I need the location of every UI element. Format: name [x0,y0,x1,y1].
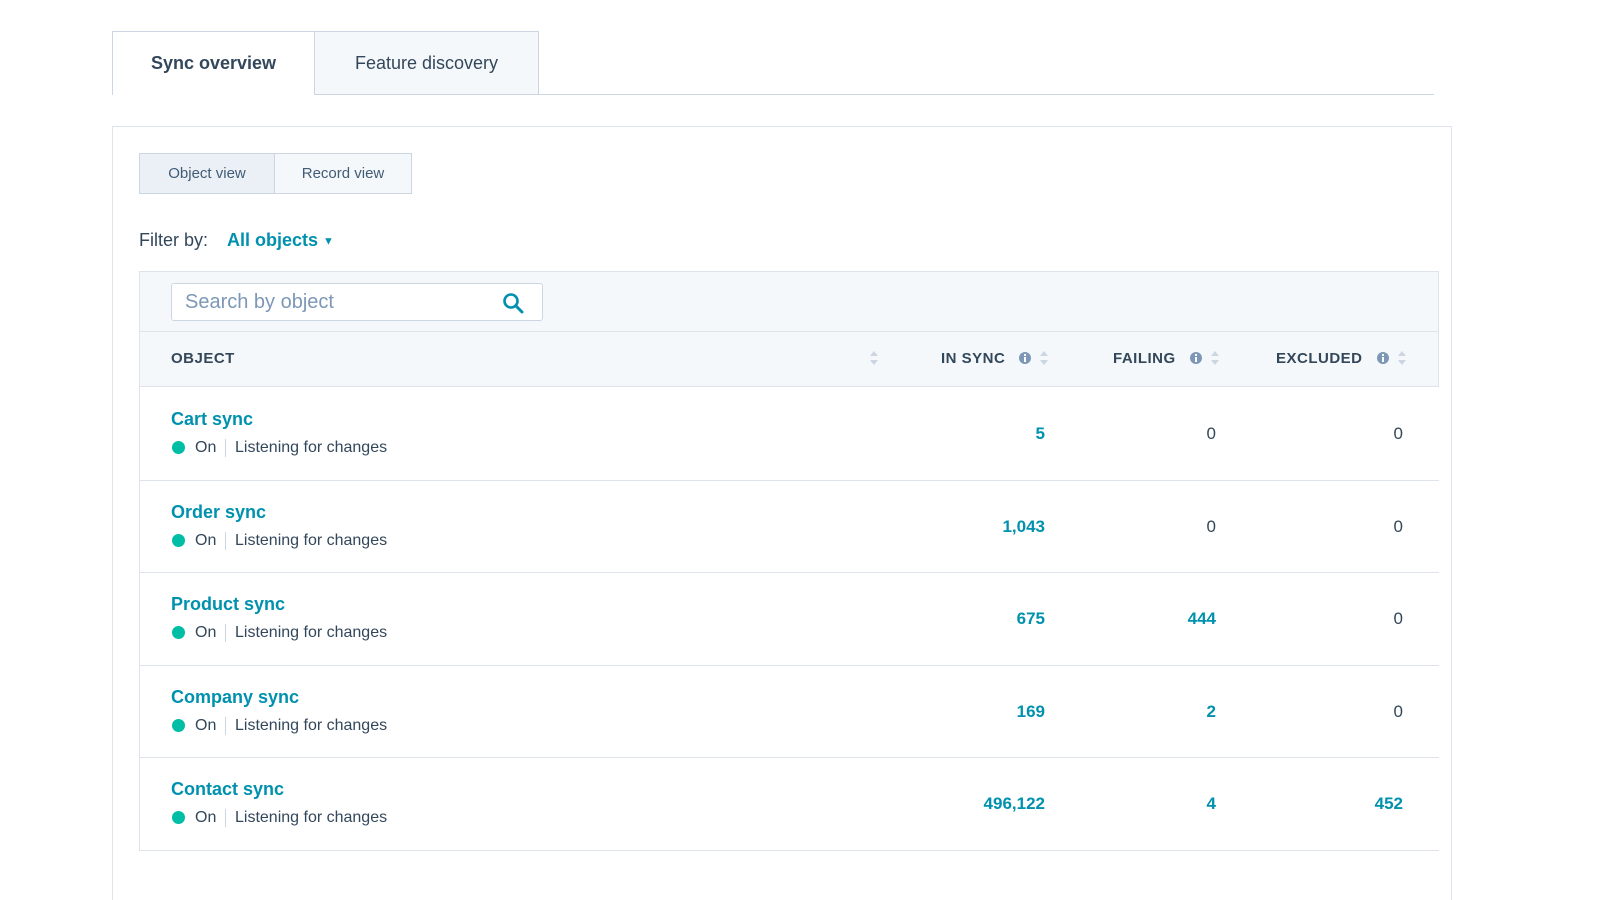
toggle[interactable]: Record view [274,153,412,194]
count[interactable]: 496,122 [983,794,1045,814]
filter-label: Filter by: [139,230,209,250]
count: 0 [1393,701,1403,721]
caret: ▼ [323,235,334,248]
status-dot [172,811,185,825]
sort-icon[interactable] [869,348,879,373]
sort-icon[interactable] [1039,348,1049,373]
status: On [195,624,217,642]
table-left-border [139,387,140,850]
column-header: EXCLUDED [1276,350,1363,367]
info-icon [1376,351,1390,370]
sort-icon[interactable] [1210,348,1220,373]
status-detail: Listening for changes [235,624,388,642]
row-divider [139,850,1439,851]
status: On [195,531,217,549]
status-separator [225,624,226,643]
count[interactable]: 4 [1206,794,1216,814]
row-divider [139,664,1439,666]
status-separator [225,439,226,457]
row-divider [139,572,1439,574]
count: 0 [1206,424,1216,443]
status-dot [172,626,185,640]
filter-dropdown[interactable]: All objects ▼ [227,230,334,251]
toggle-active[interactable]: Object view [139,153,275,194]
row-name[interactable]: Product sync [171,594,286,615]
count: 0 [1393,609,1403,629]
status-dot [172,718,185,732]
tab[interactable]: Feature discovery [314,31,539,95]
count[interactable]: 675 [1016,609,1045,629]
row-name[interactable]: Contact sync [171,779,285,800]
count[interactable]: 444 [1187,609,1216,629]
row-divider [139,479,1439,481]
panel [112,126,1452,900]
status-detail: Listening for changes [235,439,388,456]
status: On [195,716,217,734]
filter-value[interactable]: All objects [227,230,319,250]
count[interactable]: 2 [1206,701,1216,721]
row-divider [139,757,1439,759]
count: 0 [1393,424,1403,443]
status-separator [225,809,226,828]
sort-icon[interactable] [1397,348,1407,373]
count: 0 [1206,516,1216,536]
status: On [195,809,217,827]
status: On [195,439,217,456]
divider [139,331,1439,332]
status-detail: Listening for changes [235,531,388,549]
search-icon [503,293,524,314]
count: 0 [1393,516,1403,536]
status-separator [225,531,226,550]
count[interactable]: 1,043 [1002,516,1045,536]
tab-rule [538,94,1434,95]
row-name[interactable]: Company sync [171,686,300,707]
column-header: IN SYNC [941,350,1006,367]
count[interactable]: 5 [1035,424,1045,443]
status-separator [225,716,226,735]
search-input[interactable]: Search by object [171,283,543,321]
column-header: FAILING [1113,350,1176,367]
status-dot [172,533,185,547]
column-header: OBJECT [171,350,235,367]
row-name[interactable]: Order sync [171,501,267,522]
status-detail: Listening for changes [235,809,388,827]
count[interactable]: 169 [1016,701,1045,721]
status-detail: Listening for changes [235,716,388,734]
tab-active[interactable]: Sync overview [112,31,315,95]
search-placeholder: Search by object [185,291,334,313]
status-dot [172,441,185,454]
row-name[interactable]: Cart sync [171,409,254,429]
count[interactable]: 452 [1374,794,1403,814]
info-icon [1018,351,1032,370]
info-icon [1189,351,1203,370]
